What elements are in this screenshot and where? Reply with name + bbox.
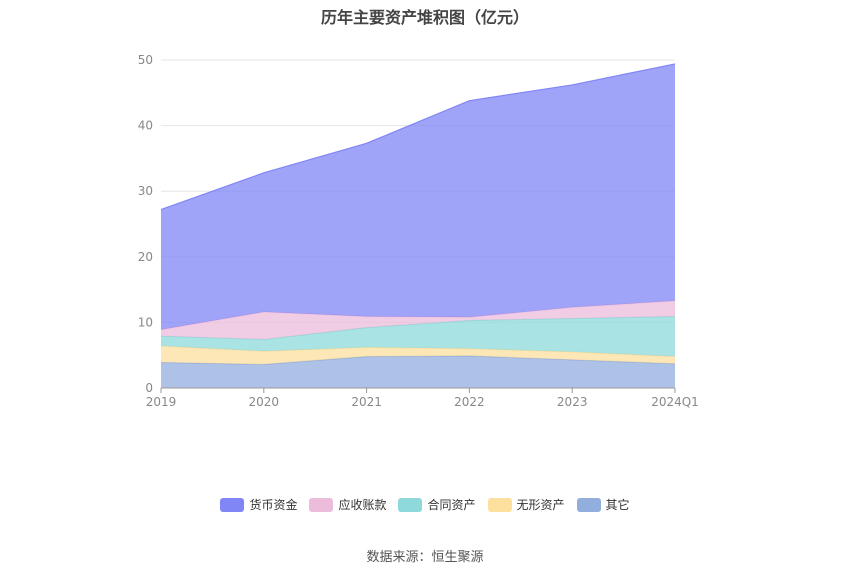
y-tick-label: 10 (138, 315, 153, 329)
x-tick-label: 2019 (146, 395, 177, 409)
legend: 货币资金 应收账款 合同资产 无形资产 其它 (0, 496, 850, 513)
area-货币资金 (161, 63, 675, 330)
x-tick-label: 2023 (557, 395, 588, 409)
legend-item[interactable]: 应收账款 (309, 496, 386, 513)
legend-label: 应收账款 (338, 498, 387, 512)
x-tick-label: 2021 (351, 395, 382, 409)
x-tick-label: 2022 (454, 395, 485, 409)
legend-item[interactable]: 无形资产 (487, 496, 565, 513)
legend-swatch (220, 497, 245, 512)
area-其它 (161, 355, 675, 388)
legend-swatch (576, 497, 601, 512)
chart-title: 历年主要资产堆积图（亿元） (320, 8, 529, 27)
axes: 0 10 20 30 40 50 2019 2020 2021 2022 2023 2024Q1 (138, 53, 699, 409)
legend-item[interactable]: 货币资金 (220, 496, 297, 513)
legend-label: 货币资金 (249, 498, 298, 512)
y-tick-label: 30 (138, 184, 153, 198)
legend-swatch (309, 497, 334, 512)
legend-item[interactable]: 其它 (576, 496, 630, 513)
area-合同资产 (161, 316, 675, 357)
legend-label: 其它 (605, 498, 630, 512)
area-应收账款 (161, 300, 675, 340)
legend-label: 合同资产 (427, 498, 476, 512)
legend-swatch (398, 497, 423, 512)
y-tick-label: 0 (145, 381, 153, 395)
y-tick-label: 50 (138, 53, 153, 67)
legend-swatch (487, 497, 512, 512)
area-series (160, 63, 676, 388)
legend-item[interactable]: 合同资产 (398, 496, 476, 513)
x-tick-label: 2024Q1 (651, 395, 699, 409)
y-tick-label: 40 (138, 119, 153, 133)
line-货币资金 (160, 63, 676, 211)
y-tick-label: 20 (138, 250, 153, 264)
legend-label: 无形资产 (516, 498, 565, 512)
data-source: 数据来源：恒生聚源 (366, 550, 484, 565)
x-tick-label: 2020 (249, 395, 280, 409)
